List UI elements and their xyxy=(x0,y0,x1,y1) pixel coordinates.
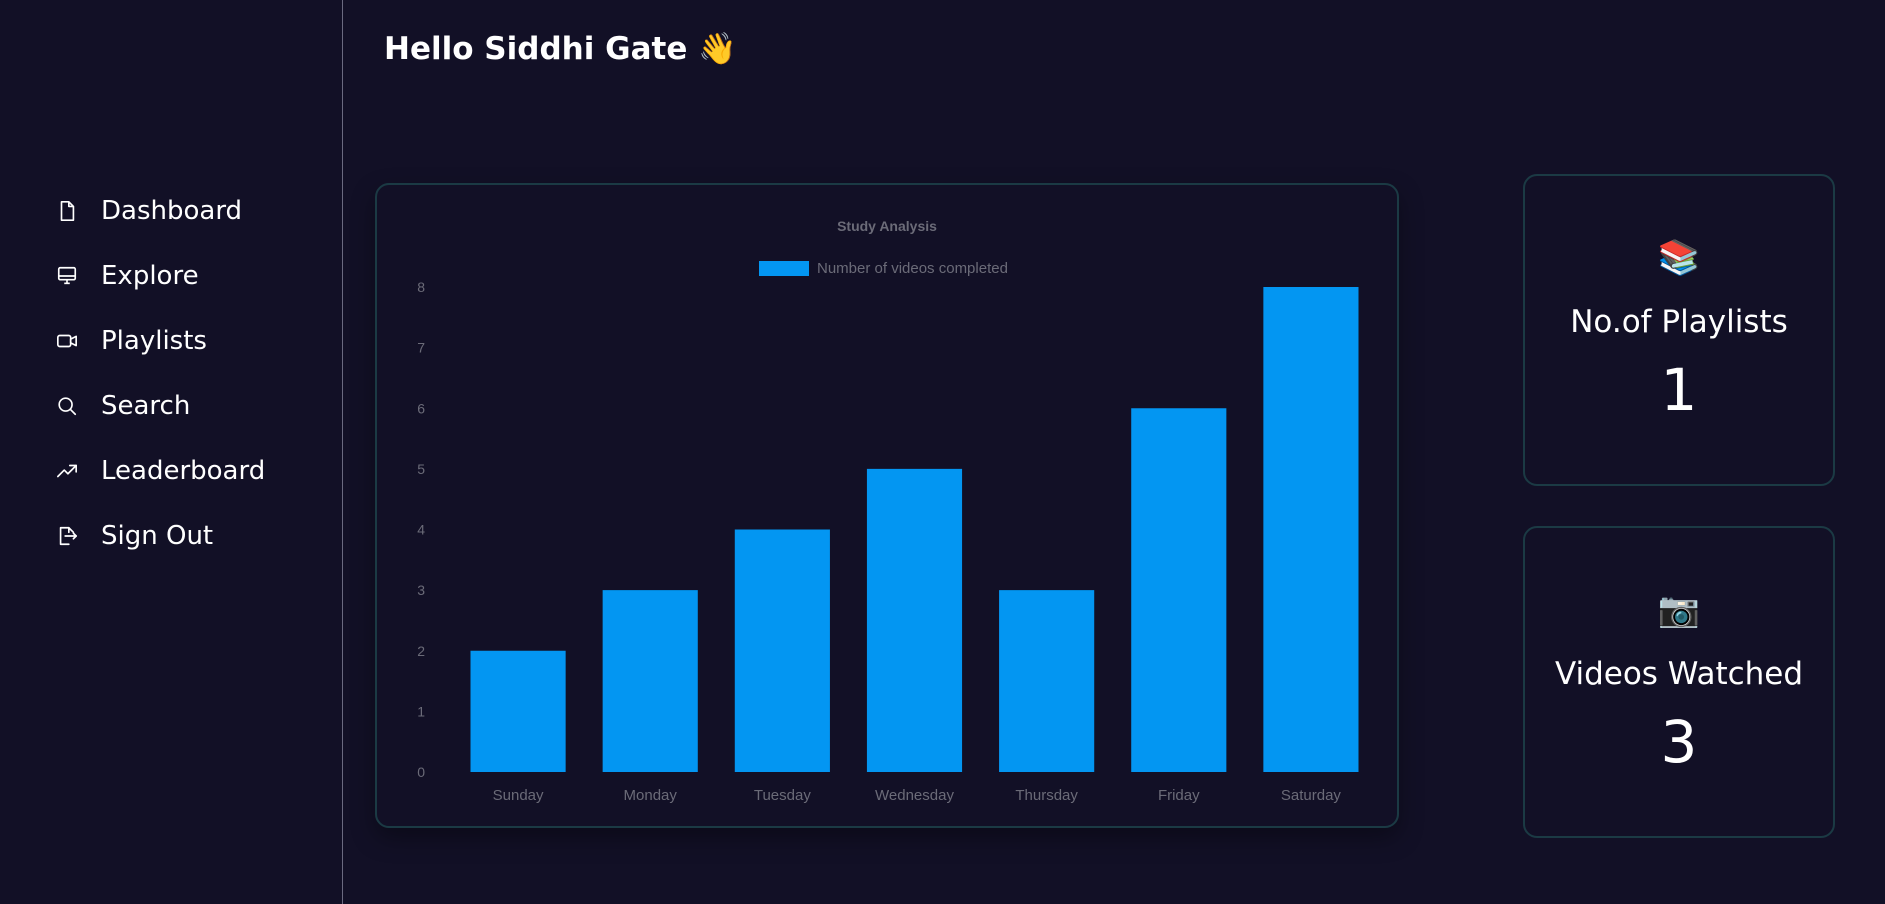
sidebar-item-label: Dashboard xyxy=(101,195,243,226)
videos-stat-value: 3 xyxy=(1660,708,1698,776)
y-tick-label: 7 xyxy=(417,340,425,356)
y-tick-label: 1 xyxy=(417,703,425,719)
x-tick-label: Saturday xyxy=(1281,787,1342,804)
bar-monday xyxy=(602,590,698,772)
sidebar-item-label: Leaderboard xyxy=(101,455,266,486)
sidebar-item-dashboard[interactable]: Dashboard xyxy=(56,178,265,243)
trending-up-icon xyxy=(56,460,78,482)
greeting-title: Hello Siddhi Gate 👋 xyxy=(384,31,737,67)
legend-label: Number of videos completed xyxy=(817,260,1008,277)
chart-title: Study Analysis xyxy=(837,218,937,234)
videos-stat-title: Videos Watched xyxy=(1554,656,1804,692)
playlists-stat-title: No.of Playlists xyxy=(1570,304,1788,340)
bar-thursday xyxy=(999,590,1095,772)
study-analysis-chart-card: Study Analysis Number of videos completed… xyxy=(375,183,1399,828)
sidebar-item-search[interactable]: Search xyxy=(56,373,265,438)
x-tick-label: Wednesday xyxy=(875,787,954,804)
sidebar-item-sign-out[interactable]: Sign Out xyxy=(56,503,265,568)
playlists-stat-card: 📚 No.of Playlists 1 xyxy=(1523,174,1835,486)
study-analysis-chart: Study Analysis Number of videos completed… xyxy=(417,218,1359,804)
y-tick-label: 2 xyxy=(417,643,425,659)
bar-wednesday xyxy=(866,468,963,772)
playlists-stat-value: 1 xyxy=(1660,356,1698,424)
legend-swatch xyxy=(759,261,809,276)
sidebar-item-label: Playlists xyxy=(101,325,207,356)
sidebar: Dashboard Explore Playlists Search xyxy=(0,0,343,904)
y-tick-label: 6 xyxy=(417,400,425,416)
x-tick-label: Tuesday xyxy=(754,787,811,804)
sidebar-item-leaderboard[interactable]: Leaderboard xyxy=(56,438,265,503)
search-icon xyxy=(56,395,78,417)
sidebar-item-label: Search xyxy=(101,390,191,421)
sign-out-icon xyxy=(56,525,78,547)
bar-sunday xyxy=(470,650,566,772)
x-tick-label: Sunday xyxy=(493,787,544,804)
camera-icon: 📷 xyxy=(1657,590,1701,630)
books-icon: 📚 xyxy=(1657,238,1701,278)
monitor-icon xyxy=(56,265,78,287)
y-tick-label: 8 xyxy=(417,279,425,295)
sidebar-item-explore[interactable]: Explore xyxy=(56,243,265,308)
sidebar-item-playlists[interactable]: Playlists xyxy=(56,308,265,373)
y-tick-label: 3 xyxy=(417,582,425,598)
x-tick-label: Thursday xyxy=(1015,787,1078,804)
y-tick-label: 4 xyxy=(417,522,425,538)
file-icon xyxy=(56,200,78,222)
bar-friday xyxy=(1131,408,1227,772)
videos-stat-card: 📷 Videos Watched 3 xyxy=(1523,526,1835,838)
y-tick-label: 5 xyxy=(417,461,425,477)
bar-tuesday xyxy=(734,529,830,772)
sidebar-item-label: Sign Out xyxy=(101,520,214,551)
x-tick-label: Monday xyxy=(624,787,678,804)
sidebar-nav: Dashboard Explore Playlists Search xyxy=(56,178,265,568)
y-tick-label: 0 xyxy=(417,764,425,780)
video-icon xyxy=(56,330,78,352)
x-tick-label: Friday xyxy=(1158,787,1200,804)
sidebar-item-label: Explore xyxy=(101,260,199,291)
bar-saturday xyxy=(1263,287,1359,772)
